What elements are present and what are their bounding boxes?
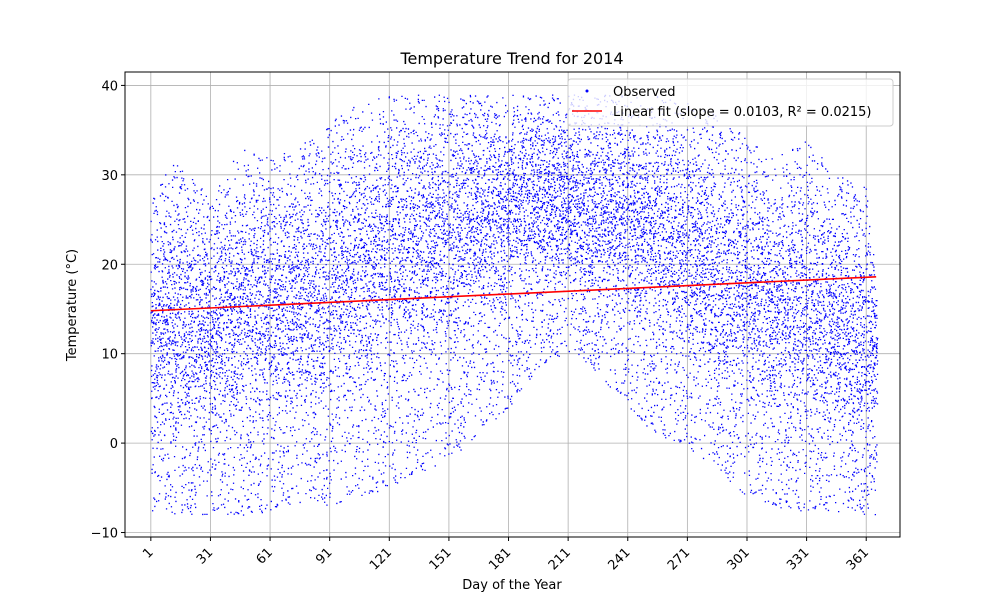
legend-observed-marker	[585, 89, 589, 93]
x-tick-label: 361	[844, 545, 872, 573]
grid	[125, 72, 900, 537]
x-axis-label: Day of the Year	[462, 578, 562, 593]
x-tick-label: 271	[665, 545, 693, 573]
plot-area-frame	[124, 71, 901, 538]
chart-title: Temperature Trend for 2014	[399, 49, 623, 68]
x-tick-label: 1	[140, 545, 156, 561]
legend-box	[567, 78, 894, 127]
x-tick-label: 211	[546, 545, 574, 573]
fit-line	[150, 275, 877, 312]
legend-fit-label: Linear fit (slope = 0.0103, R² = 0.0215)	[613, 105, 871, 120]
y-tick-label: −10	[91, 527, 118, 542]
x-tick-label: 31	[194, 545, 216, 567]
y-tick-label: 30	[101, 169, 118, 184]
x-tick-label: 331	[784, 545, 812, 573]
x-tick-label: 181	[486, 545, 514, 573]
legend: Observed Linear fit (slope = 0.0103, R² …	[567, 78, 894, 127]
x-tick-label: 241	[605, 545, 633, 573]
x-tick-label: 61	[254, 545, 276, 567]
y-axis-label: Temperature (°C)	[65, 249, 80, 362]
linear-fit	[150, 275, 877, 312]
legend-observed-label: Observed	[613, 85, 676, 100]
x-axis-ticks: 1 31 61 91 121 151 181 211 241 271 301 331 361	[140, 537, 872, 573]
x-tick-label: 301	[725, 545, 753, 573]
x-tick-label: 91	[313, 545, 335, 567]
y-axis-ticks: −10 0 10 20 30 40	[91, 79, 125, 542]
y-tick-label: 40	[101, 79, 118, 94]
x-tick-label: 151	[427, 545, 455, 573]
x-tick-label: 121	[367, 545, 395, 573]
y-tick-label: 0	[110, 437, 118, 452]
y-tick-label: 20	[101, 258, 118, 273]
y-tick-label: 10	[101, 348, 118, 363]
